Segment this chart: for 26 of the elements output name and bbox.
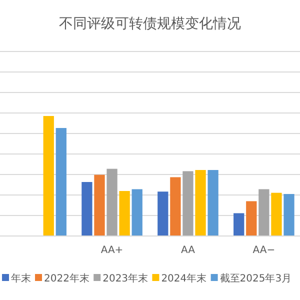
bar [271, 192, 282, 236]
x-tick-label: AA− [252, 245, 276, 256]
legend-label: 2022年末 [44, 272, 90, 284]
bar [195, 170, 206, 236]
bar [284, 194, 294, 236]
bar [106, 168, 118, 236]
bar [132, 189, 142, 236]
bar [94, 174, 105, 236]
x-tick-label: AA [180, 245, 196, 256]
bar [43, 116, 54, 236]
legend-label: 2024年末 [161, 272, 207, 284]
bar [182, 171, 194, 236]
legend-label: 年末 [11, 272, 31, 284]
bar [158, 192, 168, 236]
bar [82, 182, 92, 236]
bar [56, 128, 66, 236]
bar [246, 201, 257, 236]
legend-label: 2023年末 [102, 272, 148, 284]
bar [119, 191, 130, 236]
bar [208, 170, 218, 236]
bar [258, 189, 270, 236]
x-tick-label: AA+ [100, 245, 124, 256]
chart-title: 不同评级可转债规模变化情况 [59, 16, 241, 32]
legend-label: 截至2025年3月 [220, 272, 292, 284]
bar [170, 177, 181, 236]
bar [234, 213, 244, 236]
